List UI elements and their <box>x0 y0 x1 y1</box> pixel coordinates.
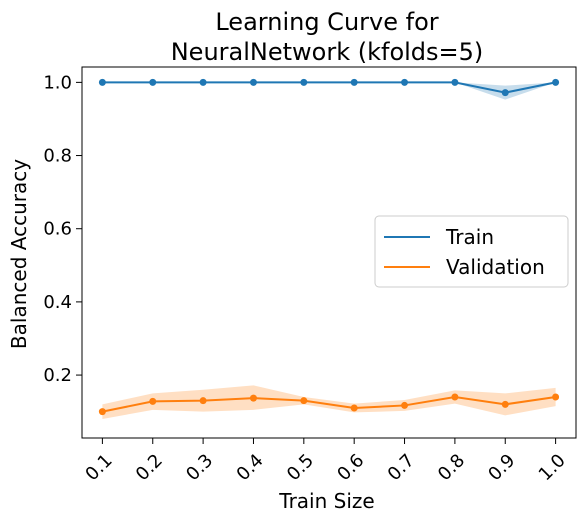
x-tick-label: 0.2 <box>132 450 167 485</box>
x-tick-label: 1.0 <box>535 450 570 485</box>
train-confidence-band <box>102 82 556 100</box>
train-data-point <box>501 89 509 97</box>
x-axis-label: Train Size <box>278 489 374 513</box>
y-tick-label: 1.0 <box>43 72 72 93</box>
train-data-point <box>300 78 308 86</box>
legend: Train Validation <box>374 215 569 288</box>
train-data-point <box>98 78 106 86</box>
validation-data-point <box>149 397 157 405</box>
train-data-point <box>350 78 358 86</box>
train-legend-label: Train <box>445 225 494 249</box>
x-tick-label: 0.5 <box>283 450 318 485</box>
train-data-point <box>199 78 207 86</box>
chart-title-line-2: NeuralNetwork (kfolds=5) <box>171 38 484 66</box>
validation-data-point <box>501 400 509 408</box>
train-data-point <box>552 78 560 86</box>
train-data-point <box>249 78 257 86</box>
validation-data-point <box>350 404 358 412</box>
y-axis-label: Balanced Accuracy <box>7 159 31 349</box>
validation-data-point <box>552 393 560 401</box>
series-lines <box>102 81 556 413</box>
validation-data-point <box>199 397 207 405</box>
plot-area-frame <box>81 66 577 439</box>
chart-title: Learning Curve for NeuralNetwork (kfolds… <box>171 8 484 66</box>
validation-data-point <box>249 394 257 402</box>
validation-legend-label: Validation <box>446 255 545 279</box>
chart-title-line-1: Learning Curve for <box>215 8 438 36</box>
y-tick-label: 0.2 <box>43 365 72 386</box>
x-tick-label: 0.7 <box>384 450 419 485</box>
x-tick-label: 0.8 <box>434 450 469 485</box>
legend-box <box>374 215 569 288</box>
x-axis: 0.1 0.2 0.3 0.4 0.5 0.6 0.7 0.8 0.9 1.0 <box>81 438 570 485</box>
y-tick-label: 0.4 <box>43 292 72 313</box>
y-tick-label: 0.8 <box>43 146 72 167</box>
confidence-bands <box>102 82 556 419</box>
train-data-point <box>451 78 459 86</box>
train-series-line <box>102 81 556 94</box>
train-data-point <box>149 78 157 86</box>
x-tick-label: 0.1 <box>81 450 116 485</box>
y-tick-label: 0.6 <box>43 219 72 240</box>
train-data-point <box>401 78 409 86</box>
validation-confidence-band <box>102 385 556 419</box>
x-tick-label: 0.4 <box>233 450 268 485</box>
series-points <box>98 78 560 416</box>
x-tick-label: 0.6 <box>333 450 368 485</box>
x-tick-label: 0.3 <box>182 450 217 485</box>
validation-data-point <box>300 397 308 405</box>
y-axis: 0.2 0.4 0.6 0.8 1.0 <box>43 72 82 386</box>
x-tick-label: 0.9 <box>484 450 519 485</box>
validation-series-line <box>102 396 556 413</box>
validation-data-point <box>451 393 459 401</box>
validation-data-point <box>98 408 106 416</box>
validation-data-point <box>401 401 409 409</box>
